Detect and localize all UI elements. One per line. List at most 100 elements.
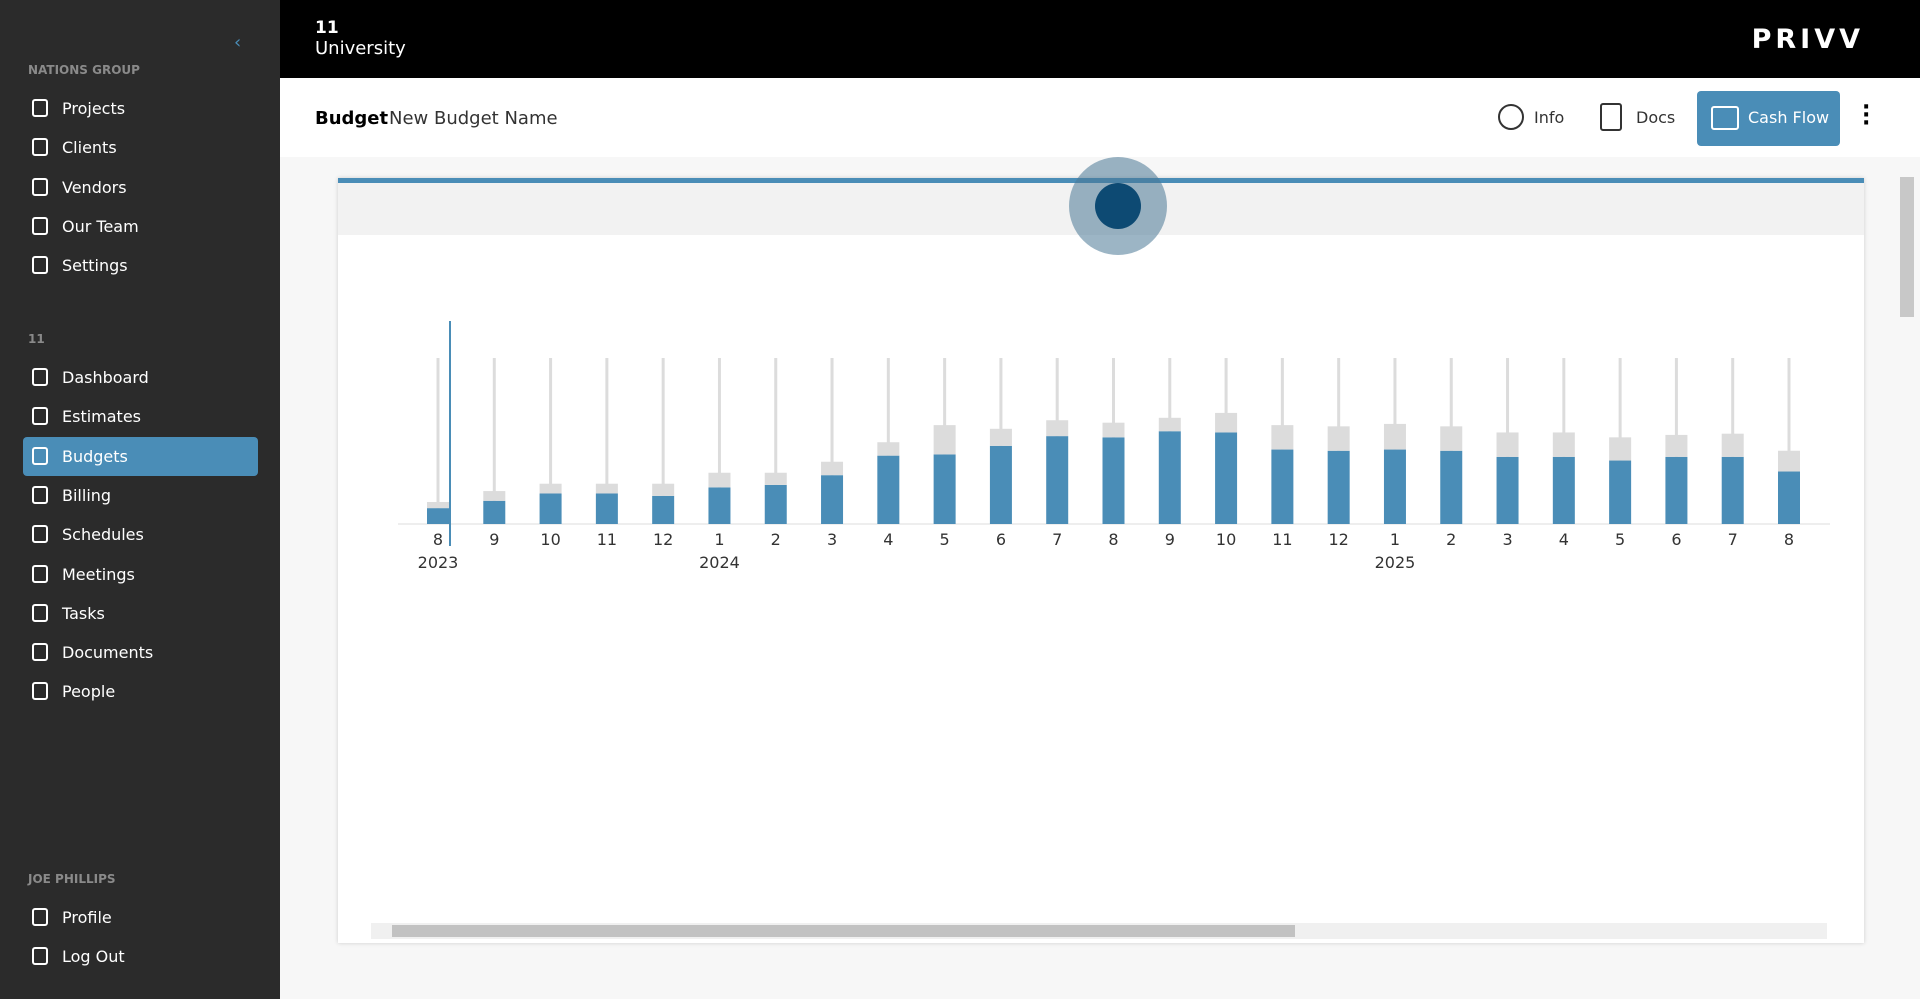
x-tick-label: 4 [883, 530, 893, 549]
nav-item[interactable]: Clients [23, 128, 258, 167]
nav-item[interactable]: Settings [23, 246, 258, 285]
x-tick-label: 5 [1615, 530, 1625, 549]
nav-item[interactable]: Log Out [23, 937, 258, 976]
bar-segment [764, 472, 787, 485]
x-tick-label: 1 [1390, 530, 1400, 549]
toolbar: Budget New Budget Name Info Docs Cash Fl… [280, 78, 1920, 158]
cash-flow-icon [1711, 106, 1739, 130]
nav-item[interactable]: Budgets [23, 436, 258, 476]
x-tick-label: 11 [597, 530, 617, 549]
bar-segment [1496, 456, 1519, 524]
x-tick-label: 10 [540, 530, 560, 549]
x-tick-label: 2 [771, 530, 781, 549]
nav-item[interactable]: Dashboard [23, 358, 258, 397]
nav-item[interactable]: Estimates [23, 397, 258, 436]
collapse-button[interactable]: ‹ [234, 32, 242, 53]
bar-segment [1665, 434, 1688, 457]
x-tick-label: 3 [1502, 530, 1512, 549]
drag-handle[interactable] [1069, 157, 1167, 255]
bar-segment [652, 483, 675, 496]
bar-segment [539, 483, 562, 494]
nav-item[interactable]: People [23, 672, 258, 711]
bar-segment [1552, 432, 1575, 457]
bar-segment [483, 500, 506, 524]
bar-segment [652, 495, 675, 524]
x-tick-label: 10 [1216, 530, 1236, 549]
nav-icon [32, 947, 48, 965]
section-label: JOE PHILLIPS [28, 872, 116, 886]
bar-segment [1327, 450, 1350, 524]
more-menu[interactable]: · · · [1862, 95, 1871, 136]
nav-item[interactable]: Profile [23, 898, 258, 937]
info-button[interactable]: Info [1534, 108, 1565, 127]
x-tick-label: 11 [1272, 530, 1292, 549]
bar-segment [1440, 450, 1463, 524]
x-tick-label: 9 [1165, 530, 1175, 549]
bar-segment [989, 445, 1012, 524]
nav-item[interactable]: Tasks [23, 594, 258, 633]
section-label: NATIONS GROUP [28, 63, 140, 77]
sidebar: ‹ NATIONS GROUP Projects Clients Vendors Our… [0, 0, 280, 999]
h-scrollbar[interactable] [371, 923, 1827, 939]
bar-segment [1665, 456, 1688, 524]
bar-segment [821, 475, 844, 524]
x-tick-label: 5 [940, 530, 950, 549]
bar-segment [539, 493, 562, 524]
x-tick-label: 3 [827, 530, 837, 549]
bar-segment [708, 472, 731, 488]
bar-segment [1383, 423, 1406, 450]
bar-segment [1552, 456, 1575, 524]
h-scrollbar-thumb[interactable] [392, 925, 1295, 937]
bar-segment [989, 428, 1012, 446]
nav-icon [32, 99, 48, 117]
bar-segment [483, 491, 506, 501]
nav-icon [32, 407, 48, 426]
bar-segment [595, 483, 618, 494]
year-label: 2025 [1375, 553, 1416, 572]
chart: 8 2023 9 10 11 12 1 2024 2 3 4 5 6 7 8 9 10 11 12 1 2025 2 3 4 5… [398, 321, 1830, 572]
nav-item[interactable]: Documents [23, 633, 258, 672]
section-label: 11 [28, 332, 45, 346]
nav-icon [32, 368, 48, 386]
x-tick-label: 6 [996, 530, 1006, 549]
bar-segment [1721, 456, 1744, 524]
info-icon [1498, 104, 1524, 130]
bar-segment [1271, 449, 1294, 524]
bar-segment [1778, 471, 1800, 524]
bar-segment [1440, 426, 1463, 451]
bar-segment [1271, 425, 1294, 450]
nav-icon [32, 485, 48, 504]
nav-item[interactable]: Projects [23, 89, 258, 128]
nav-item[interactable]: Our Team [23, 207, 258, 246]
project-number: 11 [315, 18, 339, 38]
bar-segment [821, 461, 844, 476]
bar-segment [1158, 417, 1181, 432]
nav-item[interactable]: Billing [23, 476, 258, 515]
nav-icon [32, 908, 48, 926]
x-tick-label: 4 [1559, 530, 1569, 549]
nav-item[interactable]: Schedules [23, 515, 258, 554]
bar-segment [1102, 437, 1125, 524]
nav-item[interactable]: Meetings [23, 555, 258, 594]
docs-icon [1600, 103, 1622, 131]
bar-segment [1327, 426, 1350, 451]
nav-icon [32, 217, 48, 235]
x-tick-label: 7 [1052, 530, 1062, 549]
x-tick-label: 8 [1108, 530, 1118, 549]
budget-name: New Budget Name [389, 108, 558, 129]
x-tick-label: 12 [653, 530, 673, 549]
nav-icon [32, 138, 48, 156]
nav-item[interactable]: Vendors [23, 168, 258, 207]
bar-segment [427, 502, 449, 509]
drag-handle-center [1095, 183, 1141, 229]
cash-flow-button[interactable]: Cash Flow [1697, 91, 1840, 146]
page-scrollbar[interactable] [1900, 177, 1914, 317]
bar-segment [1496, 432, 1519, 457]
cash-flow-label: Cash Flow [1748, 108, 1830, 127]
bar-segment [933, 454, 956, 524]
bar-segment [427, 508, 449, 524]
bar-segment [877, 442, 900, 456]
nav-icon [32, 446, 48, 465]
docs-button[interactable]: Docs [1636, 108, 1676, 127]
